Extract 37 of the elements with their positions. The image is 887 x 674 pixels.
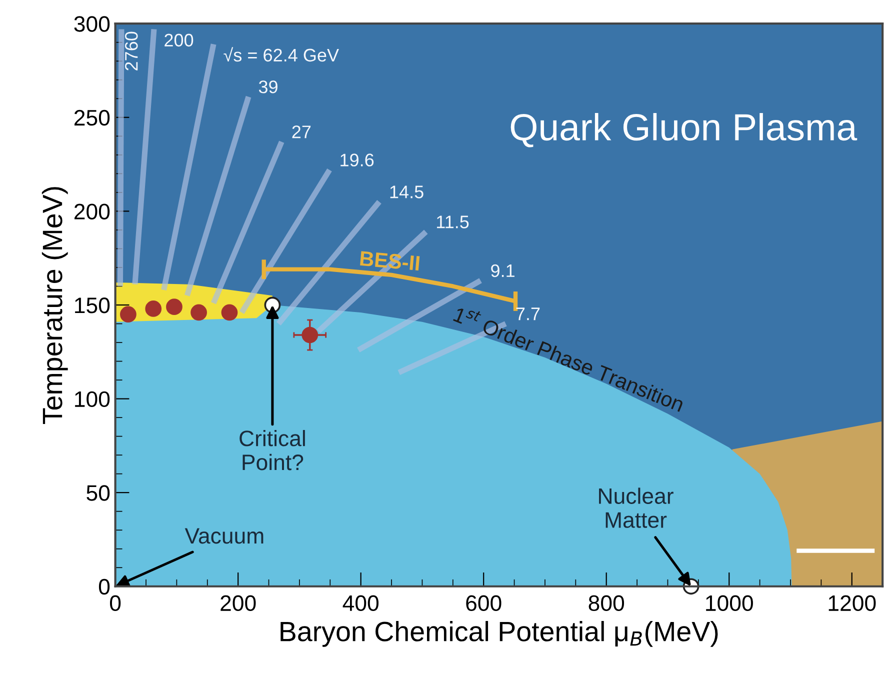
y-tick-label: 200 bbox=[74, 204, 110, 220]
series-label: 7.7 bbox=[516, 308, 540, 320]
annotation: Quark Gluon Plasma bbox=[510, 113, 858, 148]
y-tick-label: 300 bbox=[74, 16, 110, 32]
annotation: Nuclear Matter bbox=[599, 488, 674, 528]
point bbox=[145, 300, 162, 317]
x-tick-label: 400 bbox=[342, 595, 379, 612]
y-tick-label: 50 bbox=[86, 485, 110, 501]
x-tick-label: 600 bbox=[466, 595, 502, 612]
series-label: 39 bbox=[258, 80, 278, 94]
annotation: Critical Point? bbox=[240, 430, 305, 470]
y-tick-label: 100 bbox=[75, 391, 110, 408]
point bbox=[221, 304, 238, 321]
y-axis-title: Temperature (MeV) bbox=[42, 187, 68, 424]
series-label: 14.5 bbox=[390, 186, 424, 198]
x-tick-label: 800 bbox=[588, 595, 624, 612]
point bbox=[120, 306, 136, 323]
annotation: BES-II bbox=[360, 250, 420, 271]
series-label: 9.1 bbox=[491, 264, 514, 278]
point bbox=[166, 298, 182, 316]
y-tick-label: 150 bbox=[75, 298, 110, 314]
y-tick-label: 250 bbox=[74, 110, 110, 126]
series-label: 11.5 bbox=[436, 216, 469, 228]
x-tick-label: 1200 bbox=[828, 595, 876, 612]
series-label: √s = 62.4 GeV bbox=[224, 47, 339, 62]
x-tick-label: 200 bbox=[220, 595, 256, 612]
point bbox=[302, 326, 318, 344]
text: 2760 bbox=[124, 32, 138, 70]
x-tick-label: 1000 bbox=[706, 595, 753, 612]
annotation: Vacuum bbox=[184, 528, 264, 544]
series-label: 19.6 bbox=[340, 154, 374, 166]
point bbox=[190, 304, 207, 321]
y-tick-label: 0 bbox=[98, 578, 110, 595]
x-axis-title: Baryon Chemical Potential μ$_{B}$(MeV) bbox=[280, 620, 718, 647]
series-label: 27 bbox=[292, 126, 311, 138]
series-label: 200 bbox=[164, 34, 194, 47]
x-tick-label: 0 bbox=[110, 595, 121, 612]
